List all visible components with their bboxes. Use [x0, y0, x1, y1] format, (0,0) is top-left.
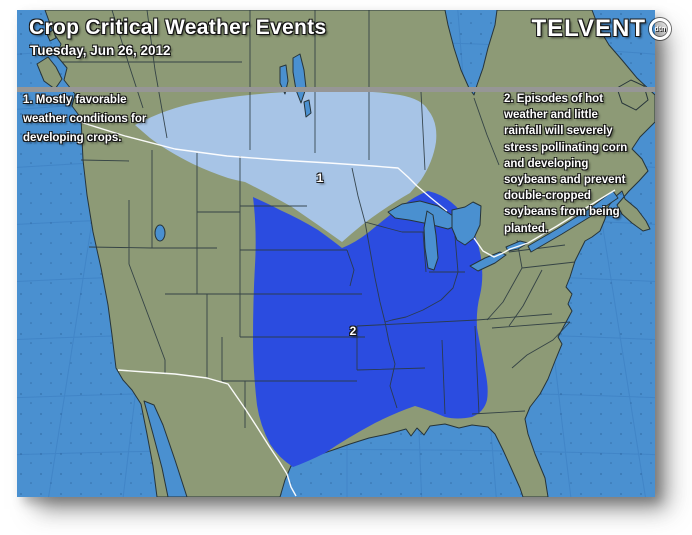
- region-1-label: 1: [316, 171, 324, 185]
- brand-name: TELVENT: [531, 15, 646, 42]
- region-1-area: [135, 90, 437, 242]
- us-canada-border: [79, 121, 616, 258]
- map-svg: [17, 10, 655, 497]
- lake-huron: [451, 201, 482, 246]
- annotation-region-2: 2. Episodes of hot weather and little ra…: [504, 93, 628, 235]
- us-mexico-border: [117, 369, 297, 497]
- date-label: Tuesday, Jun 26, 2012: [30, 43, 171, 58]
- divider-bar: [17, 87, 655, 92]
- brand-logo: TELVENT dtn: [531, 15, 671, 43]
- province-borders-canada: [62, 10, 500, 171]
- dtn-badge-icon: dtn: [649, 18, 671, 40]
- gulf-of-california: [143, 400, 188, 497]
- state-borders-west: [80, 150, 365, 428]
- great-salt-lake: [154, 224, 166, 242]
- state-borders-midwest: [346, 167, 571, 415]
- st-lawrence-river: [527, 190, 619, 253]
- vancouver-island: [36, 29, 63, 90]
- annotation-region-1: 1. Mostly favorable weather conditions f…: [23, 94, 147, 144]
- weather-map: Crop Critical Weather Events Tuesday, Ju…: [17, 10, 671, 497]
- page-title: Crop Critical Weather Events: [29, 16, 327, 39]
- lake-michigan: [423, 210, 439, 271]
- lake-erie: [469, 251, 507, 272]
- region-2-label: 2: [349, 324, 357, 338]
